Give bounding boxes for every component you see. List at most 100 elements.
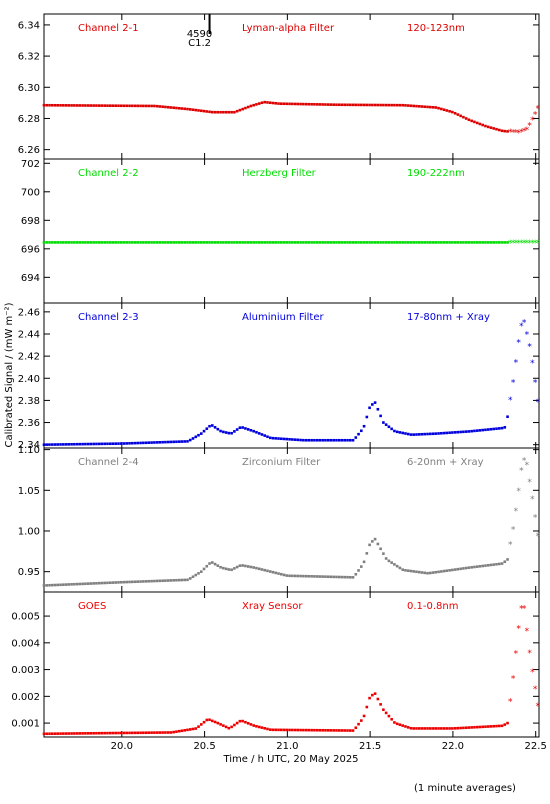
data-point [92, 582, 95, 585]
data-point [293, 438, 297, 441]
data-point [211, 561, 214, 564]
data-point [337, 575, 341, 579]
data-point: * [522, 239, 527, 249]
data-point [462, 430, 465, 434]
data-point [235, 241, 239, 244]
data-point [462, 241, 465, 244]
data-point: * [533, 239, 538, 249]
data-point [335, 438, 338, 442]
data-point [75, 241, 79, 244]
channel-name: Channel 2-3 [78, 312, 139, 323]
data-point [293, 728, 297, 732]
data-point [42, 584, 46, 587]
data-point [219, 723, 222, 726]
data-point [398, 241, 402, 244]
data-point: * [527, 121, 532, 131]
data-point [293, 241, 297, 244]
data-point [395, 430, 399, 434]
data-point [166, 105, 170, 109]
data-point [453, 241, 457, 244]
data-point [313, 728, 316, 732]
data-point [368, 406, 371, 410]
data-point [351, 576, 355, 579]
data-point [266, 435, 269, 439]
data-point [81, 582, 84, 586]
panel-5: 0.001 0.002 0.003 0.004 0.005 20.0 20.5 21.0 21.… [11, 591, 547, 752]
data-point [492, 427, 496, 431]
data-point [390, 427, 393, 431]
y-tick-label: 0.95 [18, 567, 40, 578]
data-point [307, 438, 311, 442]
data-point [213, 562, 217, 566]
data-point [362, 241, 366, 244]
data-point [299, 438, 302, 442]
data-point [197, 433, 200, 437]
data-point [119, 731, 123, 735]
y-axis-label: Calibrated Signal / (mW m⁻²) [4, 302, 15, 447]
data-point [266, 727, 269, 731]
data-point [230, 110, 233, 114]
data-point: * [519, 466, 524, 476]
data-point [459, 430, 462, 434]
data-point [86, 104, 90, 107]
data-point [108, 241, 112, 244]
data-point [125, 580, 129, 584]
data-point [100, 442, 104, 446]
data-point [95, 241, 98, 244]
data-point [489, 725, 493, 728]
data-point [205, 564, 209, 568]
data-point: * [530, 668, 535, 678]
data-point [434, 241, 438, 244]
data-point [213, 241, 217, 244]
data-point [376, 542, 380, 546]
data-point [495, 241, 498, 244]
data-point [128, 580, 131, 584]
data-point [177, 106, 181, 110]
data-point [155, 731, 159, 734]
data-point [417, 727, 421, 730]
y-tick-label: 6.28 [18, 114, 40, 125]
data-point [415, 241, 418, 244]
data-point [56, 443, 60, 446]
data-point: * [516, 339, 521, 349]
y-tick-label: 700 [21, 187, 40, 198]
data-point [257, 725, 261, 729]
data-point [274, 102, 278, 105]
data-point [296, 241, 300, 244]
series-points: *********** [42, 239, 541, 249]
data-point [142, 441, 145, 445]
data-point [475, 429, 479, 432]
data-point [379, 103, 382, 107]
data-point [440, 241, 443, 244]
data-point [293, 102, 297, 106]
data-point [291, 574, 294, 578]
data-point [384, 711, 388, 715]
data-point [78, 241, 82, 244]
data-point [180, 241, 184, 244]
data-point [495, 724, 498, 728]
data-point [277, 572, 280, 575]
data-point [252, 429, 255, 433]
data-point [437, 106, 440, 110]
data-point [268, 436, 272, 440]
data-point [172, 579, 175, 582]
data-point [467, 430, 471, 433]
y-tick-label: 6.26 [18, 145, 40, 156]
data-point [387, 103, 391, 107]
data-point [136, 580, 140, 583]
data-point [462, 726, 465, 730]
data-point [92, 241, 95, 244]
data-point [343, 729, 347, 732]
data-point [282, 573, 286, 577]
data-point [122, 104, 126, 108]
data-point [271, 241, 275, 244]
data-point [266, 569, 269, 573]
data-point: * [525, 461, 530, 471]
data-point [464, 726, 468, 730]
y-tick-label: 0.005 [11, 612, 40, 623]
data-point: * [527, 478, 532, 488]
data-point [62, 241, 65, 244]
data-point [130, 731, 134, 735]
data-point [42, 443, 46, 446]
data-point [155, 579, 159, 583]
